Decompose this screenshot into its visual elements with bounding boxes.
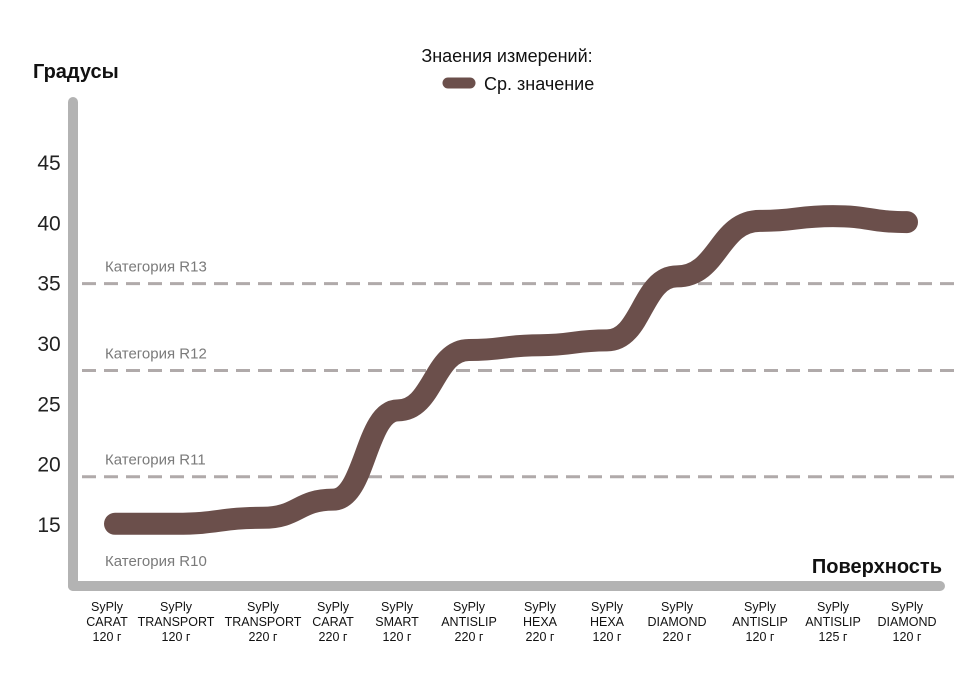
x-tick-label: SyPly ANTISLIP 125 г (805, 600, 861, 644)
x-tick-label: SyPly TRANSPORT 120 г (138, 600, 215, 644)
x-tick-label: SyPly ANTISLIP 120 г (732, 600, 788, 644)
reference-line-label: Категория R12 (105, 346, 207, 363)
category-r10-label: Категория R10 (105, 553, 207, 570)
x-tick-label: SyPly DIAMOND 220 г (647, 600, 706, 644)
reference-lines: Категория R13 Категория R12 Категория R11 (82, 259, 960, 479)
reference-line-label: Категория R11 (105, 452, 206, 469)
x-tick-label: SyPly CARAT 220 г (312, 600, 354, 644)
series-line (104, 205, 918, 535)
x-axis-title: Поверхность (812, 556, 942, 578)
y-tick-label: 45 (37, 152, 60, 175)
x-tick-label: SyPly HEXA 220 г (523, 600, 558, 644)
y-tick-label: 20 (37, 454, 60, 477)
x-tick-label: SyPly DIAMOND 120 г (877, 600, 936, 644)
y-tick-label: 35 (37, 273, 60, 296)
series-layer (104, 205, 918, 535)
reference-line-label: Категория R13 (105, 259, 207, 276)
y-tick-label: 15 (37, 514, 60, 537)
y-tick-labels: 15 20 25 30 35 40 45 (37, 152, 60, 537)
legend-label: Ср. значение (484, 74, 594, 94)
x-tick-label: SyPly HEXA 120 г (590, 600, 625, 644)
y-tick-label: 40 (37, 212, 60, 235)
y-tick-label: 25 (37, 393, 60, 416)
x-tick-label: SyPly ANTISLIP 220 г (441, 600, 497, 644)
x-tick-label: SyPly SMART 120 г (375, 600, 419, 644)
legend-title: Знаения измерений: (421, 46, 592, 66)
y-tick-label: 30 (37, 333, 60, 356)
y-axis-title: Градусы (33, 61, 119, 83)
x-tick-label: SyPly TRANSPORT 220 г (225, 600, 302, 644)
x-tick-label: SyPly CARAT 120 г (86, 600, 128, 644)
